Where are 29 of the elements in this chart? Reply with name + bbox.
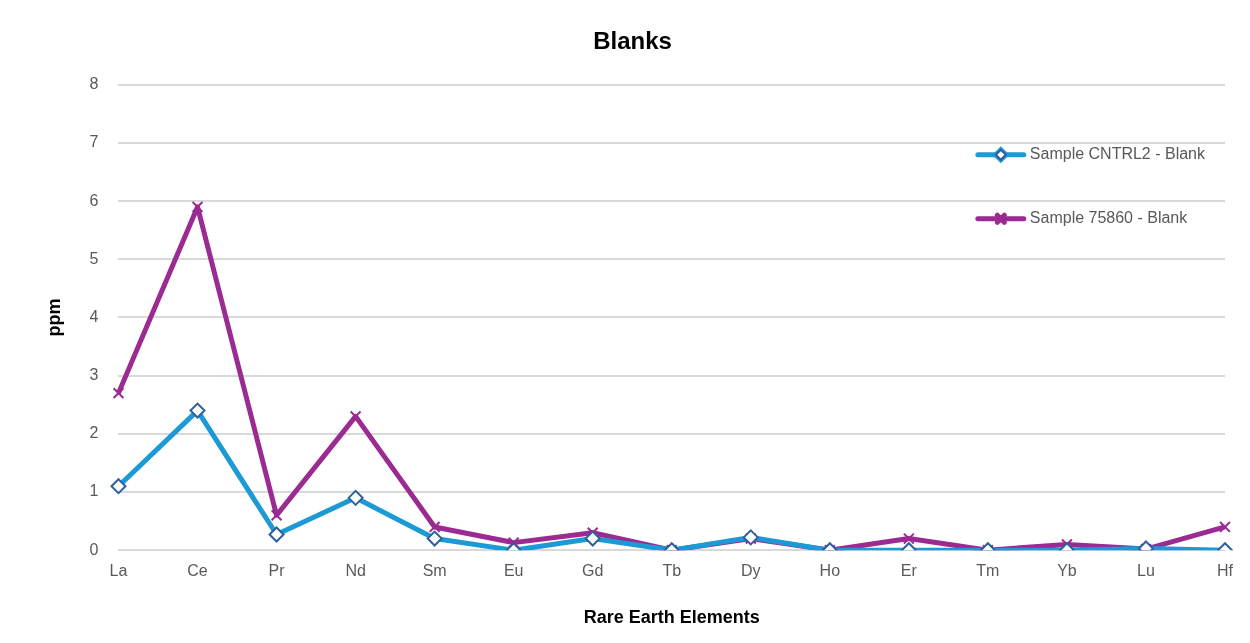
x-tick-label: Pr <box>268 562 286 580</box>
chart-title: Blanks <box>593 27 672 55</box>
x-tick-label: Ce <box>187 562 208 580</box>
x-tick-label: Sm <box>422 562 447 580</box>
x-tick-label: Gd <box>582 562 604 580</box>
y-tick-label: 1 <box>89 482 99 500</box>
y-tick-label: 0 <box>89 540 99 558</box>
x-tick-label: Yb <box>1057 562 1077 580</box>
y-tick-label: 7 <box>89 133 99 151</box>
x-tick-label: Lu <box>1137 562 1155 580</box>
x-tick-label: Eu <box>503 562 524 580</box>
x-tick-label: Tm <box>976 562 1000 580</box>
y-tick-label: 2 <box>89 424 99 442</box>
y-tick-label: 3 <box>89 366 99 384</box>
y-tick-label: 5 <box>89 249 99 267</box>
x-tick-label: Tb <box>662 562 682 580</box>
y-tick-label: 8 <box>89 75 99 93</box>
x-tick-label: Nd <box>345 562 366 580</box>
y-tick-label: 4 <box>89 307 99 325</box>
x-tick-label: Dy <box>741 562 761 580</box>
x-tick-label: Ho <box>819 562 841 580</box>
x-tick-label: Hf <box>1217 562 1234 580</box>
x-axis-title: Rare Earth Elements <box>583 607 760 628</box>
x-tick-label: La <box>109 562 128 580</box>
y-tick-label: 6 <box>89 191 99 209</box>
x-tick-label: Er <box>900 562 918 580</box>
legend-label: Sample CNTRL2 - Blank <box>1029 145 1206 163</box>
y-axis-title: ppm <box>43 298 64 337</box>
legend-label: Sample 75860 - Blank <box>1029 209 1189 227</box>
